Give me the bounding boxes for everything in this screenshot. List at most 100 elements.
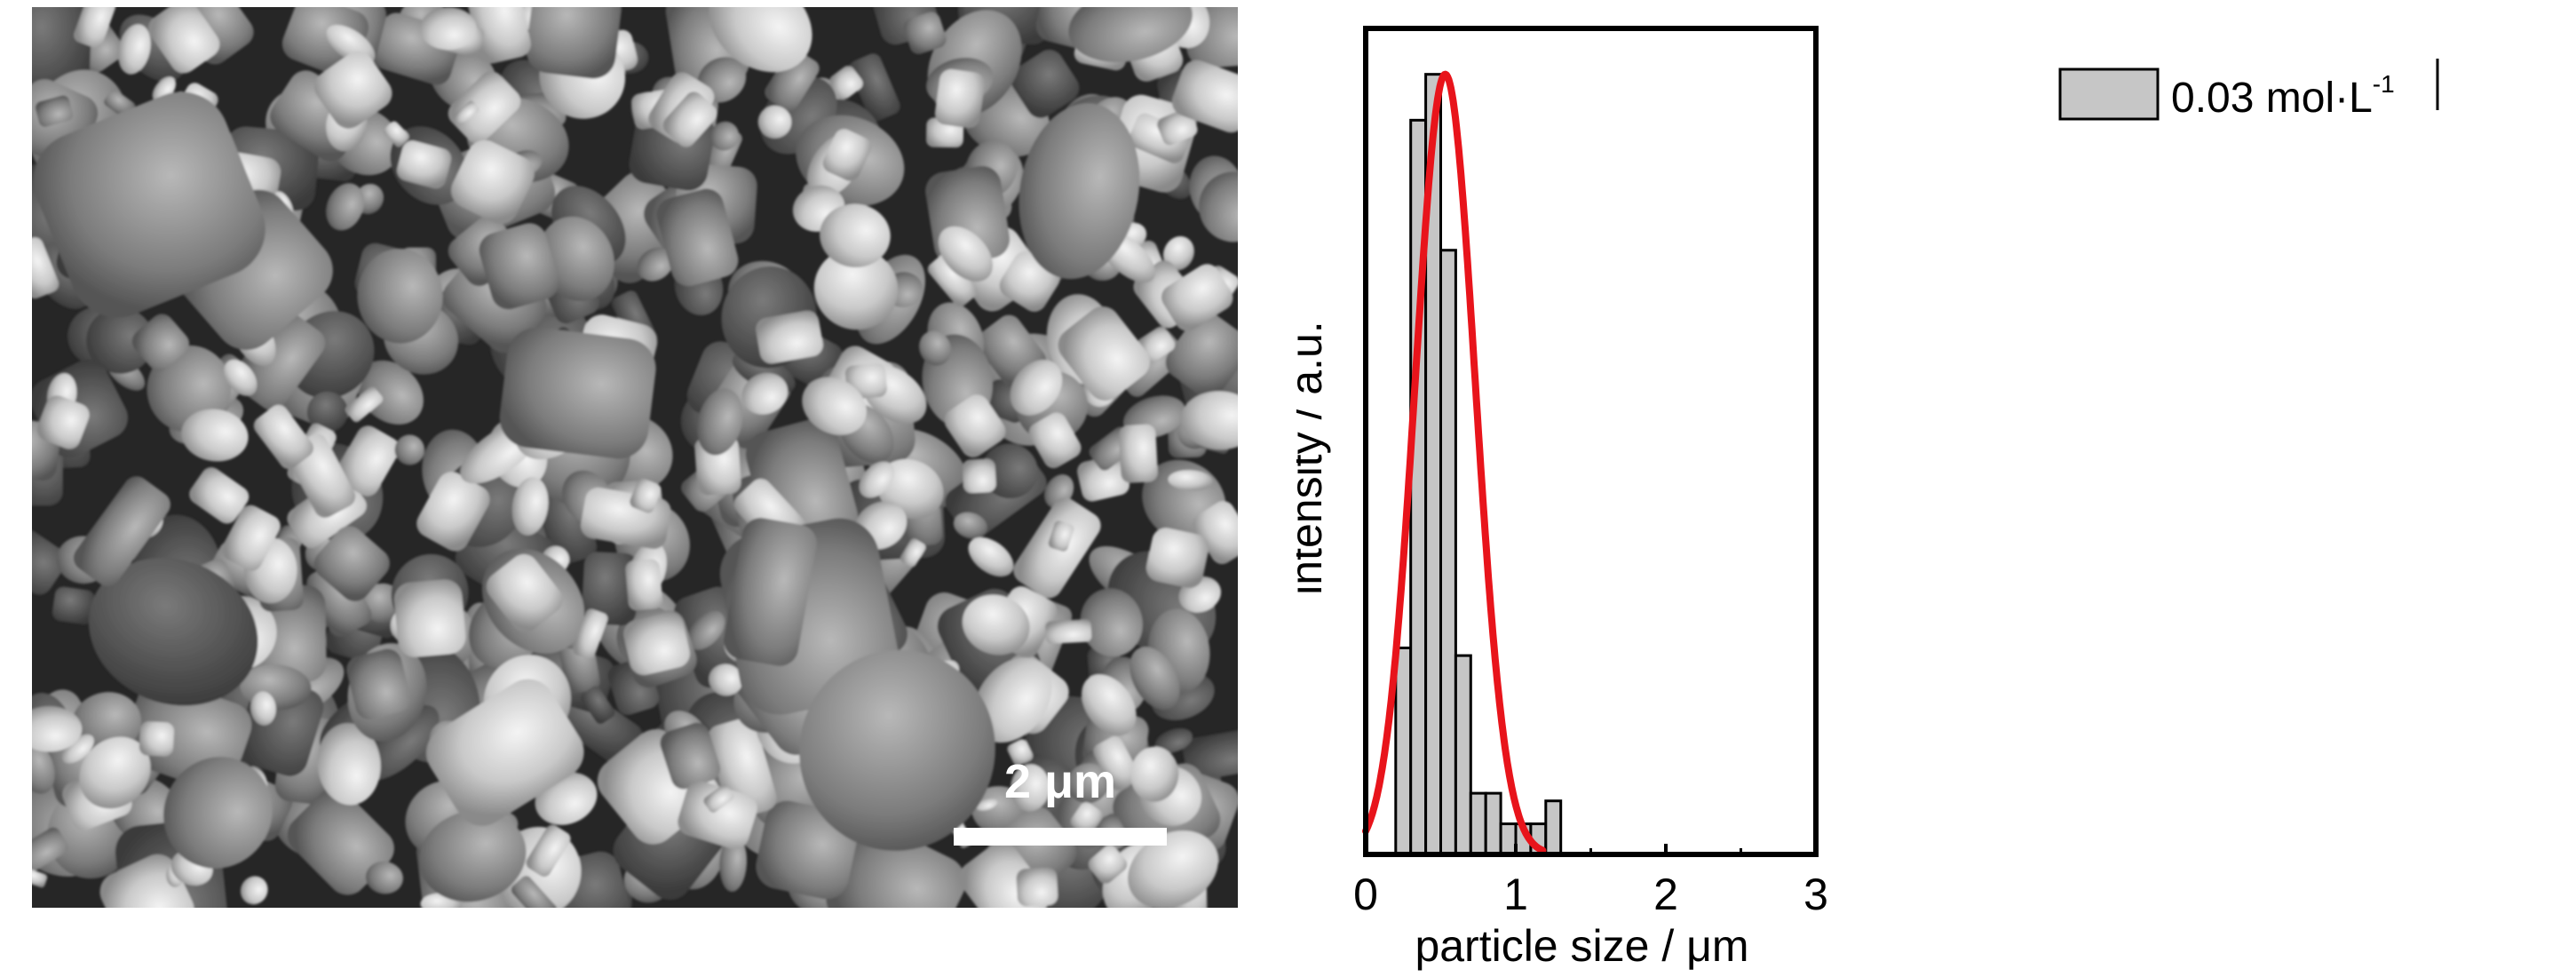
sem-grain	[511, 477, 549, 536]
sem-grain	[1077, 455, 1129, 502]
x-tick-label: 0	[1353, 870, 1378, 919]
sem-grain	[79, 736, 151, 809]
sem-grain	[822, 129, 872, 181]
sem-grain	[1119, 424, 1158, 483]
histogram-bar	[1439, 249, 1457, 856]
sem-grain	[32, 706, 83, 752]
sem-grain	[1011, 49, 1080, 118]
histogram-svg: 0 1 2 3 particle size / μm intensity / a.u.…	[1296, 26, 2439, 971]
sem-grain	[662, 91, 717, 147]
sem-grain	[1161, 264, 1233, 331]
scale-bar-label: 2 μm	[1004, 755, 1116, 808]
sem-grain	[240, 876, 268, 905]
sem-grain	[581, 686, 615, 725]
sem-grain	[393, 579, 466, 657]
sem-grain	[573, 608, 608, 660]
sem-grain	[741, 372, 789, 415]
sem-grain	[250, 691, 276, 726]
histogram-bar	[1469, 791, 1487, 856]
sem-grain	[1070, 802, 1104, 836]
sem-grain	[1145, 528, 1209, 589]
sem-grain	[723, 518, 817, 666]
x-axis-ticks: 0 1 2 3	[1353, 844, 1828, 919]
sem-grain	[419, 7, 477, 51]
sem-grain	[1157, 108, 1198, 146]
sem-grain	[181, 409, 249, 462]
legend-swatch	[2058, 68, 2160, 121]
sem-grain	[1093, 736, 1139, 790]
sem-grain	[479, 223, 559, 310]
sem-grain	[1129, 647, 1180, 711]
sem-grain	[74, 7, 116, 48]
sem-grain	[973, 657, 1052, 743]
sem-grain	[416, 472, 490, 552]
histogram-bar	[1544, 799, 1563, 856]
sem-grain	[317, 723, 381, 806]
sem-grain	[526, 7, 622, 79]
sem-grain	[1019, 103, 1140, 280]
sem-grain	[953, 512, 987, 539]
sem-grain	[1048, 520, 1074, 552]
sem-grain	[1045, 619, 1092, 644]
sem-grain	[32, 529, 67, 595]
sem-grain	[345, 386, 384, 423]
sem-grain	[1028, 412, 1082, 469]
sem-grain	[1067, 763, 1110, 804]
sem-grain	[346, 648, 411, 719]
sem-grain	[919, 330, 951, 366]
sem-grain	[703, 784, 734, 813]
sem-grain	[384, 121, 409, 147]
sem-grain	[1165, 312, 1238, 398]
histogram-bar	[1484, 791, 1502, 856]
sem-grain	[499, 327, 656, 459]
x-tick-label: 3	[1803, 870, 1828, 919]
sem-grain	[131, 314, 190, 371]
sem-grain	[697, 388, 743, 456]
sem-grain	[117, 24, 151, 75]
sem-grain	[32, 237, 59, 299]
sem-grain	[1011, 764, 1050, 812]
sem-grain	[656, 188, 739, 287]
sem-grain	[511, 876, 558, 908]
sem-grain	[73, 476, 170, 587]
legend-entry-label: 0.03 mol·L	[2171, 75, 2373, 122]
sem-grain	[1068, 7, 1193, 63]
sem-grain	[365, 861, 403, 894]
sem-grain	[426, 679, 584, 826]
legend: 0.03 mol·L-1	[2058, 59, 2439, 122]
sem-grain	[306, 561, 372, 637]
legend-entry-superscript: -1	[2373, 70, 2395, 98]
sem-grain	[394, 434, 425, 465]
x-axis-label: particle size / μm	[1415, 921, 1748, 971]
sem-grain	[625, 559, 663, 611]
sem-grain	[33, 91, 266, 318]
sem-grain	[826, 824, 966, 908]
sem-grain	[756, 310, 823, 364]
sem-grain	[1199, 171, 1238, 242]
sem-grain	[903, 12, 947, 54]
sem-grain	[757, 105, 792, 139]
sem-grain	[189, 467, 250, 524]
sem-grain	[36, 395, 90, 449]
sem-grain	[678, 781, 757, 850]
sem-grain	[962, 458, 996, 494]
sem-grain	[829, 66, 863, 99]
sem-grain	[709, 663, 743, 696]
sem-grain	[944, 394, 1006, 457]
histogram-bar	[1394, 647, 1413, 856]
sem-grain	[1180, 391, 1238, 450]
sem-grain	[1128, 830, 1218, 908]
sem-grain	[221, 504, 281, 571]
sem-grain	[709, 7, 812, 73]
sem-grain	[287, 788, 394, 895]
sem-grain	[61, 734, 94, 764]
sem-grain	[582, 552, 638, 626]
particle-size-chart: 0 1 2 3 particle size / μm intensity / a.u.…	[1296, 0, 2576, 977]
histogram-bar	[1454, 654, 1472, 856]
sem-grain	[224, 359, 258, 396]
legend-entry: 0.03 mol·L-1	[2171, 70, 2395, 122]
x-tick-label: 1	[1503, 870, 1528, 919]
sem-grain	[326, 183, 365, 231]
sem-grain	[148, 7, 220, 74]
sem-grains	[32, 7, 1238, 908]
